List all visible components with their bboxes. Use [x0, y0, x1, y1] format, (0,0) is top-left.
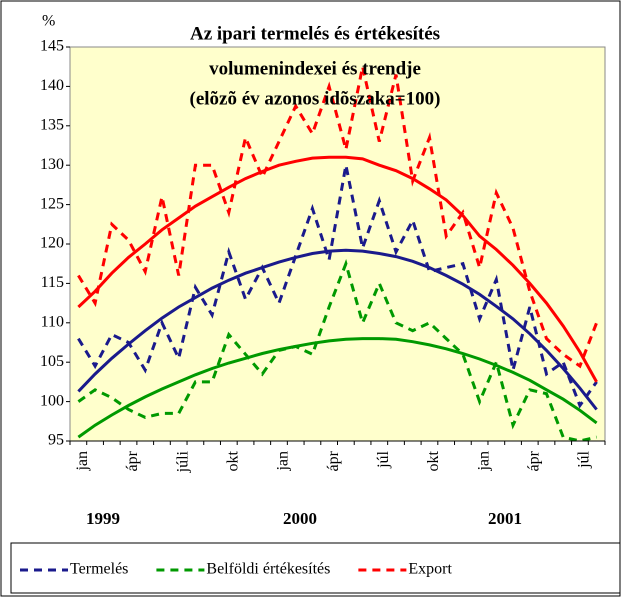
data-line — [77, 258, 597, 441]
y-tick-label: 120 — [40, 235, 64, 252]
legend-box — [10, 542, 621, 594]
x-tick-label: okt — [225, 450, 242, 471]
x-tick-label: ápr — [325, 450, 342, 471]
x-tick-label: júl — [576, 450, 593, 468]
y-tick-label: 115 — [41, 274, 64, 291]
chart-title: Az ipari termelés és értékesítés — [190, 23, 440, 44]
x-tick-label: ápr — [525, 450, 542, 471]
trend-line — [77, 155, 598, 383]
y-tick-label: 135 — [40, 116, 64, 133]
legend-label: Belföldi értékesítés — [206, 561, 330, 578]
x-tick-label: ápr — [124, 450, 141, 471]
year-label: 1999 — [86, 509, 120, 528]
chart-title: (elõzõ év azonos idõszaka=100) — [190, 88, 441, 109]
chart-title: volumenindexei és trendje — [209, 58, 421, 79]
x-tick-label: júl — [375, 450, 392, 468]
x-tick-label: jan — [475, 451, 492, 472]
x-tick-label: júli — [174, 450, 191, 473]
y-tick-label: 105 — [40, 353, 64, 370]
y-tick-label: 140 — [40, 77, 64, 94]
y-tick-label: 145 — [40, 38, 64, 55]
x-tick-label: jan — [74, 451, 91, 472]
legend-label: Termelés — [70, 561, 128, 578]
y-axis-label: % — [42, 13, 55, 30]
data-line — [77, 66, 598, 369]
y-tick-label: 95 — [48, 432, 64, 449]
legend-label: Export — [408, 561, 452, 578]
y-tick-label: 125 — [40, 195, 64, 212]
data-line — [77, 164, 598, 409]
trend-line — [77, 248, 598, 411]
trend-line — [77, 337, 598, 439]
x-tick-label: jan — [275, 451, 292, 472]
y-tick-label: 100 — [40, 392, 64, 409]
x-tick-label: okt — [425, 450, 442, 471]
y-tick-label: 130 — [40, 156, 64, 173]
plot — [77, 66, 598, 441]
y-tick-label: 110 — [41, 313, 64, 330]
year-label: 2000 — [283, 509, 317, 528]
year-label: 2001 — [488, 509, 522, 528]
